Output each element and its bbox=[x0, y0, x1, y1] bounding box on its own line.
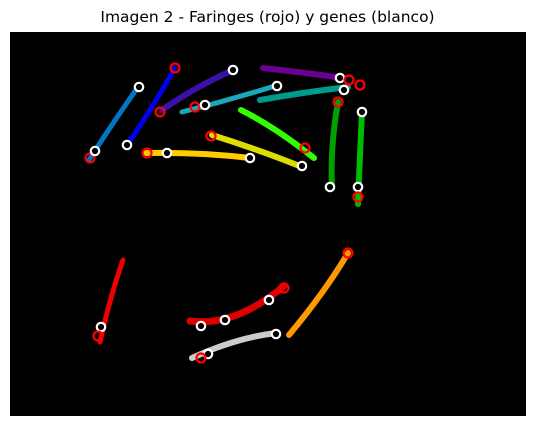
pharynx-marker bbox=[332, 96, 344, 108]
image-panel bbox=[10, 32, 526, 416]
pharynx-marker bbox=[154, 106, 166, 118]
pharynx-marker bbox=[352, 191, 364, 203]
gene-marker bbox=[133, 81, 145, 93]
worm-8 bbox=[328, 99, 341, 190]
pharynx-marker bbox=[92, 330, 104, 342]
worm-2 bbox=[124, 65, 178, 148]
gene-marker bbox=[338, 84, 350, 96]
gene-marker bbox=[195, 320, 207, 332]
figure-title: Imagen 2 - Faringes (rojo) y genes (blan… bbox=[100, 8, 435, 26]
worm-10 bbox=[209, 132, 305, 170]
pharynx-marker bbox=[195, 352, 207, 364]
markers bbox=[84, 62, 368, 364]
gene-marker bbox=[219, 314, 231, 326]
gene-marker bbox=[356, 106, 368, 118]
worm-bodies bbox=[86, 65, 365, 361]
gene-marker bbox=[296, 160, 308, 172]
gene-marker bbox=[199, 99, 211, 111]
worm-14 bbox=[286, 250, 351, 338]
gene-marker bbox=[244, 152, 256, 164]
pharynx-marker bbox=[342, 247, 354, 259]
gene-marker bbox=[324, 181, 336, 193]
gene-marker bbox=[270, 328, 282, 340]
gene-marker bbox=[334, 72, 346, 84]
pharynx-marker bbox=[169, 62, 181, 74]
gene-marker bbox=[263, 294, 275, 306]
gene-marker bbox=[227, 64, 239, 76]
pharynx-marker bbox=[84, 152, 96, 164]
pharynx-marker bbox=[141, 147, 153, 159]
pharynx-marker bbox=[189, 101, 201, 113]
worm-3 bbox=[159, 67, 236, 113]
pharynx-marker bbox=[354, 79, 366, 91]
gene-marker bbox=[121, 139, 133, 151]
pharynx-marker bbox=[278, 282, 290, 294]
pharynx-marker bbox=[299, 142, 311, 154]
gene-marker bbox=[161, 147, 173, 159]
gene-marker bbox=[95, 321, 107, 333]
pharynx-marker bbox=[205, 130, 217, 142]
gene-marker bbox=[89, 145, 101, 157]
worm-11 bbox=[143, 149, 253, 161]
worm-9 bbox=[355, 109, 365, 207]
gene-marker bbox=[271, 80, 283, 92]
pharynx-marker bbox=[343, 74, 355, 86]
gene-marker bbox=[352, 181, 364, 193]
